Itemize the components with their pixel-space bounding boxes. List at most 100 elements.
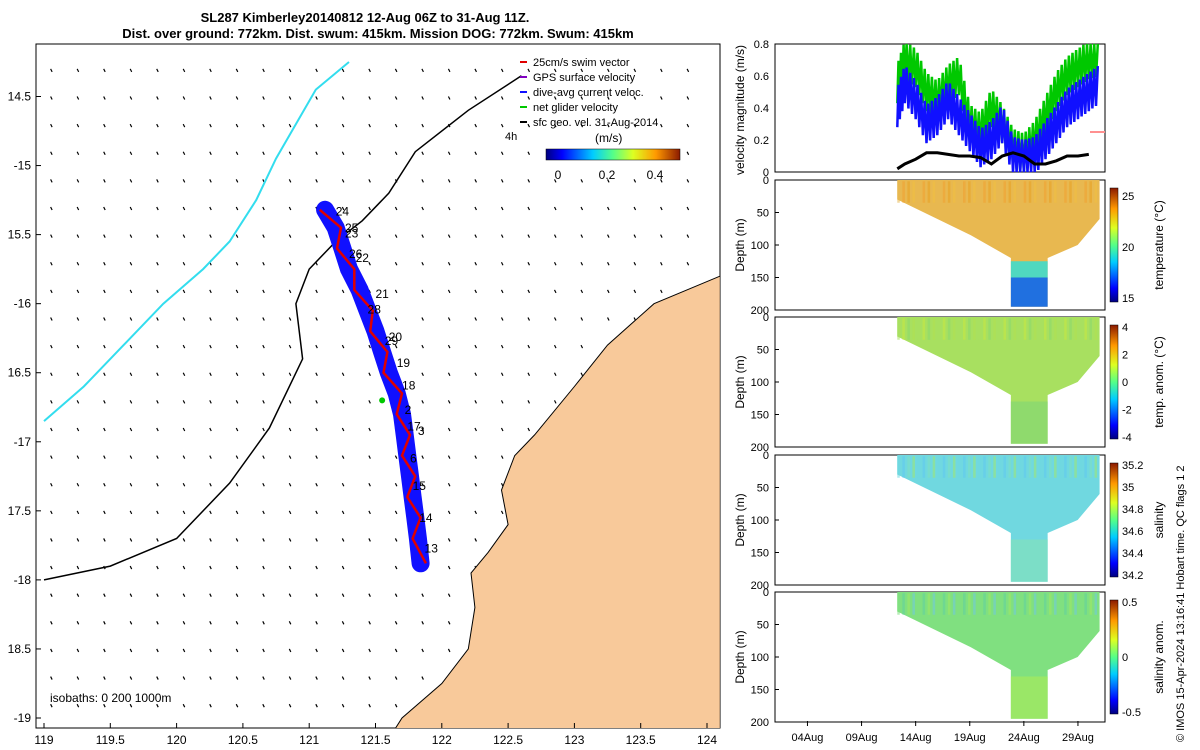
surface-vector (315, 455, 318, 459)
surface-vector (76, 344, 80, 349)
surface-vector (368, 482, 371, 487)
surface-vector (103, 289, 106, 294)
surface-vector (421, 96, 424, 100)
surface-vector (129, 289, 133, 294)
surface-vector (129, 648, 133, 653)
cbar-tick: 4 (1122, 322, 1128, 334)
surface-vector (394, 455, 398, 459)
surface-vector (315, 538, 318, 542)
surface-vector (182, 593, 186, 597)
surface-vector (288, 565, 292, 570)
surface-vector (156, 372, 159, 376)
surface-vector (607, 179, 610, 183)
surface-vector (209, 676, 212, 680)
surface-vector (315, 648, 318, 653)
surface-vector (394, 676, 398, 680)
cbar-tick: 34.6 (1122, 526, 1143, 538)
legend-swim: 25cm/s swim vector (533, 57, 630, 69)
surface-vector (474, 68, 477, 73)
day-label: 28 (368, 302, 382, 316)
cbar-tick: 0 (1122, 652, 1128, 664)
cbar-tick: 15 (1122, 293, 1134, 305)
map-y-tick: 16.5 (8, 366, 32, 380)
cbar-tick: 34.8 (1122, 504, 1143, 516)
surface-vector (421, 372, 424, 376)
surface-vector (182, 179, 186, 183)
surface-vector (129, 538, 133, 542)
time-tick: 19Aug (954, 732, 986, 744)
section-ylabel: Depth (m) (733, 630, 747, 683)
cbar-label: salinity (1152, 502, 1166, 539)
surface-vector (447, 372, 451, 376)
surface-vector (368, 703, 371, 708)
surface-vector (341, 372, 345, 376)
surface-vector (553, 344, 557, 349)
surface-vector (368, 179, 371, 183)
surface-vector (103, 703, 106, 708)
surface-vector (368, 455, 371, 459)
surface-vector (50, 482, 53, 487)
surface-vector (50, 565, 53, 570)
section-colorbar (1109, 187, 1119, 303)
section-y-tick: 100 (751, 240, 769, 252)
velocity-ylabel: velocity magnitude (m/s) (733, 45, 747, 175)
surface-vector (209, 703, 212, 708)
cbar-tick: 0.5 (1122, 597, 1137, 609)
surface-vector (580, 289, 584, 294)
surface-vector (341, 676, 345, 680)
surface-vector (447, 510, 451, 515)
isobaths-label: isobaths: 0 200 1000m (50, 691, 171, 705)
surface-vector (368, 344, 371, 349)
surface-vector (262, 123, 265, 128)
surface-vector (289, 732, 291, 735)
legend-gps: GPS surface velocity (533, 72, 636, 84)
surface-vector (235, 261, 239, 266)
surface-vector (288, 234, 292, 238)
velocity-y-tick: 0 (763, 167, 769, 179)
surface-vector (500, 400, 504, 404)
surface-vector (341, 565, 345, 570)
section-y-tick: 100 (751, 515, 769, 527)
section-y-tick: 200 (751, 580, 769, 592)
section-y-tick: 200 (751, 442, 769, 454)
surface-vector (474, 96, 477, 100)
map-y-tick: 17.5 (8, 504, 32, 518)
surface-vector (527, 179, 531, 183)
surface-vector (660, 261, 663, 266)
surface-vector (156, 179, 159, 183)
surface-vector (288, 703, 292, 708)
surface-vector (315, 565, 318, 570)
surface-vector (288, 261, 292, 266)
surface-vector (288, 123, 292, 128)
surface-vector (156, 68, 159, 73)
surface-vector (500, 151, 504, 156)
surface-vector (182, 621, 186, 625)
surface-vector (156, 482, 159, 487)
map-y-tick: 18.5 (8, 642, 32, 656)
surface-vector (262, 565, 265, 570)
surface-vector (182, 482, 186, 487)
surface-vector (686, 96, 690, 100)
surface-vector (262, 593, 265, 597)
surface-vector (315, 621, 318, 625)
map-y-tick: -17 (14, 435, 32, 449)
title-line-1: SL287 Kimberley20140812 12-Aug 06Z to 31… (201, 10, 530, 25)
time-tick: 14Aug (900, 732, 932, 744)
surface-vector (50, 68, 53, 73)
surface-vector (50, 400, 53, 404)
surface-vector (660, 96, 663, 100)
surface-vector (553, 234, 557, 238)
surface-vector (76, 538, 80, 542)
surface-vector (288, 621, 292, 625)
surface-vector (341, 703, 345, 708)
surface-vector (341, 151, 345, 156)
surface-vector (527, 123, 531, 128)
colorbar-tick-2: 0.4 (647, 168, 664, 182)
time-tick: 04Aug (792, 732, 824, 744)
surface-vector (315, 593, 318, 597)
map-x-tick: 122 (432, 733, 452, 747)
day-label: 17 (407, 420, 421, 434)
surface-vector (50, 234, 53, 238)
surface-vector (500, 123, 504, 128)
